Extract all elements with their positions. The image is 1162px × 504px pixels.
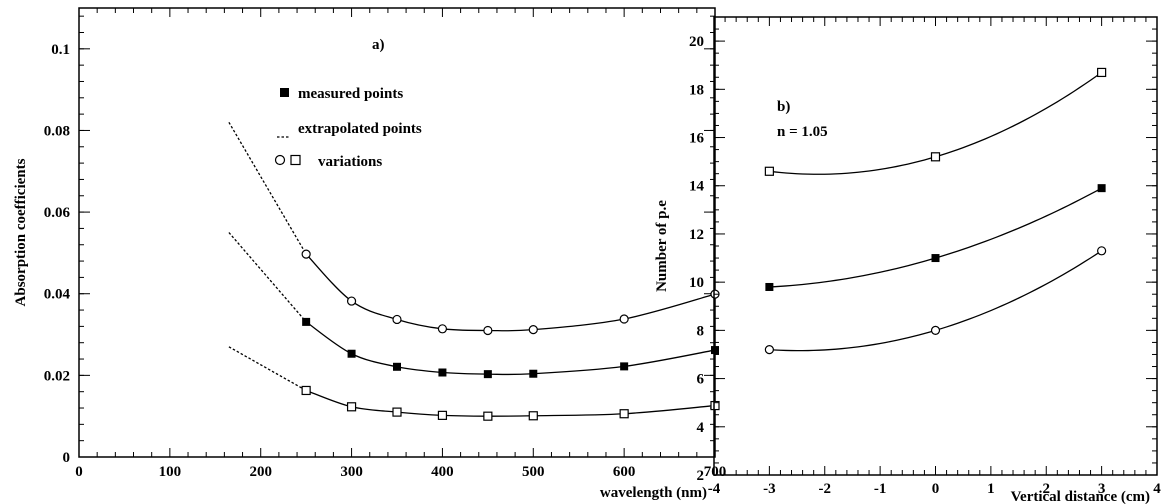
data-point-filled-square bbox=[620, 362, 629, 371]
x-tick-label-b: -4 bbox=[708, 481, 721, 497]
x-tick-label-b: 4 bbox=[1153, 481, 1161, 497]
plot-frame-a bbox=[78, 7, 716, 458]
data-point-circle bbox=[764, 345, 774, 355]
series-curve-circle bbox=[769, 250, 1102, 352]
data-point-filled-square bbox=[302, 317, 311, 326]
x-tick-label-b: -3 bbox=[763, 481, 776, 497]
y-tick-label-b: 4 bbox=[697, 420, 705, 436]
data-point-circle bbox=[619, 314, 629, 324]
y-tick-label-b: 20 bbox=[689, 34, 704, 50]
x-tick-label-b: -1 bbox=[874, 481, 887, 497]
y-axis-title-a: Absorption coefficients bbox=[13, 158, 29, 306]
data-point-open-square bbox=[346, 402, 357, 412]
x-tick-label-a: 200 bbox=[249, 464, 272, 480]
panel-a-chart: 0 100 200 300 400 500 600 700 0 0.02 0.04 0.06 0.08 0… bbox=[13, 7, 727, 501]
data-point-circle bbox=[528, 325, 538, 335]
data-point-open-square bbox=[710, 400, 720, 411]
legend-open-square-marker bbox=[290, 154, 301, 166]
data-point-filled-square bbox=[347, 349, 356, 358]
legend-label-extrapolated: extrapolated points bbox=[298, 121, 422, 137]
y-tick-label-a: 0 bbox=[63, 450, 71, 466]
data-point-circle bbox=[437, 324, 448, 334]
data-point-open-square bbox=[301, 385, 311, 396]
data-point-open-square bbox=[437, 410, 448, 420]
x-tick-label-a: 500 bbox=[522, 464, 545, 480]
data-point-circle bbox=[483, 325, 493, 336]
x-tick-label-a: 700 bbox=[704, 464, 727, 480]
y-tick-label-b: 2 bbox=[697, 468, 705, 484]
data-point-circle bbox=[930, 325, 941, 335]
y-axis-title-b: Number of p.e bbox=[654, 200, 670, 292]
x-tick-label-a: 100 bbox=[159, 464, 182, 480]
x-axis-title-b: Vertical distance (cm) bbox=[1011, 489, 1150, 504]
y-tick-label-a: 0.06 bbox=[44, 205, 71, 221]
annotation-refractive-index: n = 1.05 bbox=[777, 124, 828, 140]
y-tick-label-a: 0.02 bbox=[44, 368, 70, 384]
series-line-filled-square bbox=[305, 321, 716, 376]
y-tick-label-b: 14 bbox=[689, 179, 705, 195]
x-tick-label-a: 600 bbox=[613, 464, 636, 480]
panel-label-b: b) bbox=[777, 99, 790, 115]
data-point-filled-square bbox=[765, 282, 774, 291]
data-point-open-square bbox=[619, 409, 629, 419]
legend-filled-square-marker bbox=[280, 88, 289, 97]
y-tick-label-a: 0.1 bbox=[51, 42, 70, 58]
x-tick-label-b: -2 bbox=[819, 481, 832, 497]
data-point-circle bbox=[346, 296, 357, 306]
data-point-filled-square bbox=[711, 346, 719, 355]
legend-label-variations: variations bbox=[318, 154, 382, 170]
data-point-open-square bbox=[1097, 67, 1107, 78]
y-tick-label-b: 6 bbox=[697, 372, 705, 388]
x-tick-label-b: 0 bbox=[932, 481, 940, 497]
extrapolated-line-open-square bbox=[228, 346, 307, 392]
data-point-circle bbox=[392, 314, 402, 325]
y-tick-label-b: 16 bbox=[689, 131, 705, 147]
data-point-open-square bbox=[528, 411, 538, 421]
y-tick-label-a: 0.08 bbox=[44, 123, 70, 139]
legend-a: measured points extrapolated points vari… bbox=[274, 86, 422, 170]
x-tick-label-b: 1 bbox=[987, 481, 995, 497]
y-tick-label-b: 10 bbox=[689, 275, 704, 291]
extrapolated-line-filled-square bbox=[228, 232, 307, 323]
series-line-open-square bbox=[305, 389, 716, 417]
series-curve-filled-square bbox=[769, 187, 1102, 288]
data-point-filled-square bbox=[438, 368, 447, 377]
x-axis-title-a: wavelength (nm) bbox=[600, 485, 707, 501]
x-tick-label-b: 3 bbox=[1098, 481, 1106, 497]
data-point-filled-square bbox=[1097, 184, 1106, 193]
legend-open-circle-marker bbox=[274, 154, 286, 166]
legend-label-measured: measured points bbox=[298, 86, 403, 102]
plot-frame-b bbox=[713, 16, 1158, 476]
data-point-circle bbox=[1097, 246, 1107, 256]
extrapolated-line-circle bbox=[228, 121, 307, 255]
data-point-filled-square bbox=[483, 370, 492, 379]
y-tick-label-b: 12 bbox=[689, 227, 704, 243]
series-group-a bbox=[228, 121, 720, 421]
data-point-open-square bbox=[930, 152, 941, 162]
panel-label-a: a) bbox=[372, 37, 385, 53]
data-point-filled-square bbox=[529, 369, 538, 378]
y-tick-label-b: 18 bbox=[689, 82, 704, 98]
y-tick-label-a: 0.04 bbox=[44, 287, 71, 303]
data-point-circle bbox=[301, 249, 311, 259]
x-tick-label-a: 300 bbox=[340, 464, 363, 480]
series-group-b bbox=[764, 67, 1107, 355]
data-point-open-square bbox=[483, 411, 493, 421]
x-tick-label-a: 0 bbox=[75, 464, 83, 480]
x-tick-label-a: 400 bbox=[431, 464, 454, 480]
data-point-open-square bbox=[764, 166, 774, 176]
y-tick-label-b: 8 bbox=[697, 323, 705, 339]
data-point-open-square bbox=[392, 407, 402, 417]
x-tick-label-b: 2 bbox=[1043, 481, 1051, 497]
data-point-filled-square bbox=[931, 254, 940, 263]
data-point-filled-square bbox=[393, 362, 401, 371]
